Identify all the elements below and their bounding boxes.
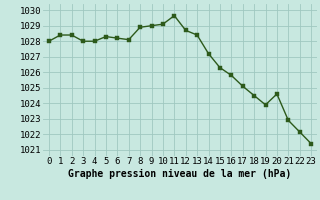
X-axis label: Graphe pression niveau de la mer (hPa): Graphe pression niveau de la mer (hPa) [68,169,292,179]
